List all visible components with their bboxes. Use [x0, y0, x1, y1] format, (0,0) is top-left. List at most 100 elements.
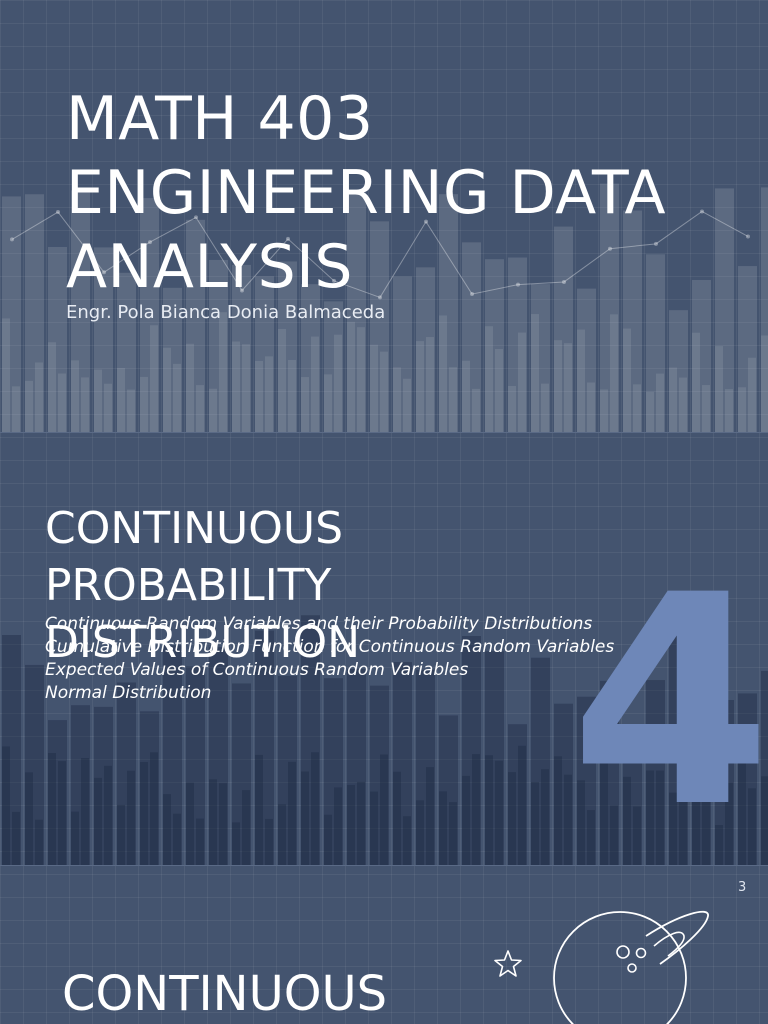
background-bar — [692, 658, 711, 865]
background-bar — [301, 377, 309, 432]
background-bar — [117, 367, 125, 432]
background-trend-point — [654, 241, 658, 246]
background-bar — [288, 359, 296, 432]
background-bar — [564, 774, 572, 865]
background-bar — [715, 346, 723, 432]
background-bar — [577, 288, 596, 432]
slide-divider — [0, 432, 768, 433]
background-bar — [25, 664, 44, 865]
background-bar — [48, 342, 56, 432]
background-bar — [255, 276, 274, 432]
background-bar — [472, 754, 480, 865]
background-bar — [439, 715, 458, 865]
background-bar — [301, 615, 320, 865]
background-bar — [393, 276, 412, 432]
background-bar — [186, 782, 194, 865]
background-bar — [71, 811, 79, 865]
topic-list: Continuous Random Variables and their Pr… — [45, 613, 614, 705]
background-bar — [508, 724, 527, 865]
chapter-title: CONTINUOUS PROBABILITY DISTRIBUTION — [45, 500, 360, 671]
background-bar — [669, 367, 677, 432]
background-bar — [646, 680, 665, 865]
background-bar — [232, 683, 251, 865]
background-bar — [186, 666, 205, 865]
background-bar — [426, 337, 434, 432]
chapter-number: 4 — [570, 534, 768, 865]
background-bar — [370, 791, 378, 865]
background-trend-line — [11, 210, 749, 299]
background-bar — [554, 226, 573, 432]
page-number: 3 — [738, 880, 747, 895]
background-bar — [426, 767, 434, 865]
background-bar — [692, 280, 711, 432]
background-bar — [127, 389, 135, 432]
background-bar — [715, 700, 734, 865]
background-bar — [117, 272, 136, 432]
slide-chapter: CONTINUOUS PROBABILITY DISTRIBUTION Cont… — [0, 433, 768, 865]
topic-item: Continuous Random Variables and their Pr… — [45, 614, 593, 634]
background-bar — [35, 362, 43, 432]
background-bar — [531, 314, 539, 432]
background-bar — [94, 369, 102, 432]
background-bar — [623, 776, 631, 865]
background-bar — [462, 242, 481, 432]
background-bar — [669, 310, 688, 432]
background-bar — [403, 816, 411, 865]
background-bar — [462, 360, 470, 432]
background-bar — [669, 792, 677, 865]
background-bar — [518, 745, 526, 865]
decorative-bar-chart — [2, 615, 768, 865]
background-bar — [232, 341, 240, 432]
background-bar — [462, 775, 470, 865]
background-bar — [748, 357, 756, 432]
background-bar — [357, 327, 365, 432]
background-bar — [577, 696, 596, 865]
background-bar — [347, 192, 366, 432]
background-bar — [554, 756, 562, 865]
background-bar — [610, 314, 618, 432]
background-bar — [150, 325, 158, 432]
background-bar — [623, 210, 642, 432]
background-bar — [255, 754, 263, 865]
background-trend-point — [470, 292, 474, 297]
background-trend-point — [10, 237, 14, 242]
background-bar — [485, 259, 504, 432]
background-bar — [761, 776, 768, 865]
background-bar — [12, 811, 20, 865]
background-bar — [748, 788, 756, 865]
background-bar — [380, 351, 388, 432]
background-bar — [163, 645, 182, 865]
background-bar — [58, 373, 66, 432]
background-trend-point — [194, 215, 198, 220]
background-bar — [485, 755, 493, 865]
background-bar — [702, 385, 710, 432]
author-name: Engr. Pola Bianca Donia Balmaceda — [66, 302, 386, 323]
background-bar — [679, 377, 687, 432]
background-bar — [508, 385, 516, 432]
background-bar — [301, 771, 309, 865]
background-bar — [587, 382, 595, 432]
chapter-title-line: CONTINUOUS — [45, 503, 344, 554]
background-bar — [48, 753, 56, 865]
background-bar — [610, 805, 618, 865]
background-bar — [163, 347, 171, 432]
background-bar — [495, 349, 503, 432]
background-trend-point — [424, 219, 428, 224]
background-bar — [646, 254, 665, 432]
background-bar — [633, 384, 641, 432]
background-bar — [150, 752, 158, 865]
background-bar — [48, 246, 67, 432]
background-bar — [715, 188, 734, 432]
background-bar — [669, 628, 688, 865]
background-bar — [288, 761, 296, 865]
background-bar — [370, 685, 389, 865]
background-bar — [140, 761, 148, 865]
background-trend-point — [240, 288, 244, 293]
background-bar — [81, 758, 89, 865]
background-bar — [255, 630, 274, 865]
star-icon — [494, 950, 522, 977]
planet-icon — [553, 910, 709, 1024]
background-bar — [324, 374, 332, 432]
topic-item: Normal Distribution — [45, 683, 212, 703]
background-trend-point — [332, 278, 336, 283]
